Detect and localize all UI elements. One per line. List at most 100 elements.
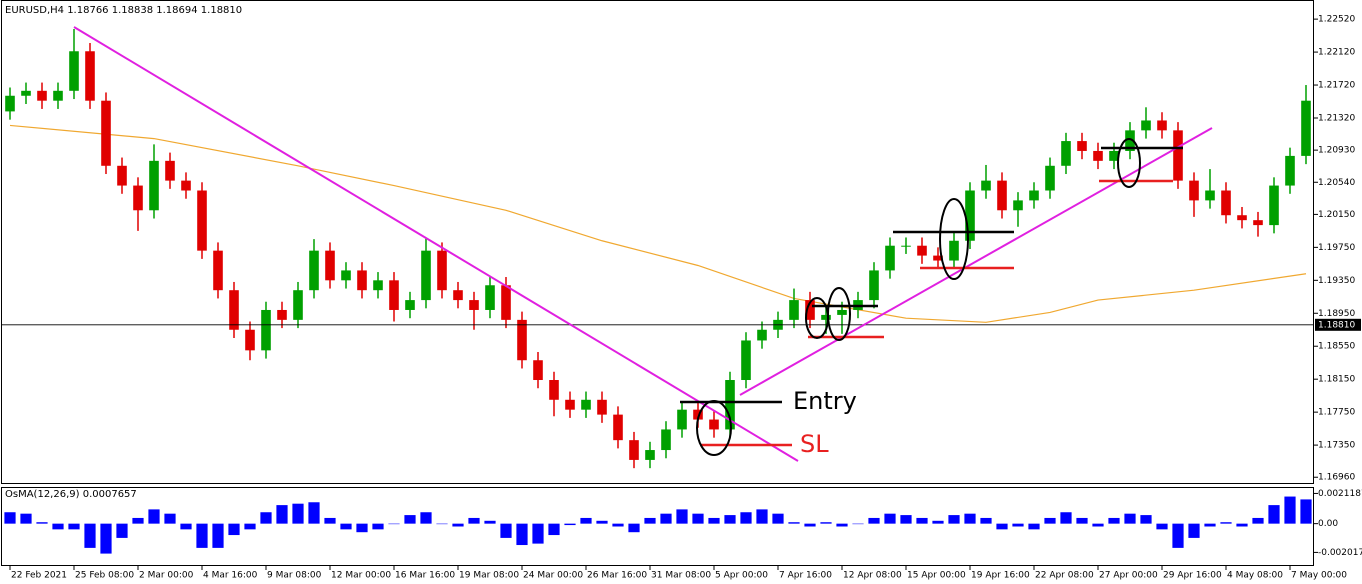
candle-body: [517, 319, 527, 361]
oscillator-bar: [1252, 517, 1264, 524]
oscillator-bar: [692, 513, 704, 524]
y-tick-label: 1.18150: [1318, 375, 1355, 385]
oscillator-bar: [164, 513, 176, 524]
x-tick-label: 24 Mar 00:00: [523, 571, 583, 581]
y-tick-label: 1.20930: [1318, 146, 1355, 156]
oscillator-bar: [676, 509, 688, 524]
candle-body: [901, 245, 911, 247]
candle-body: [165, 160, 175, 181]
candle-body: [373, 280, 383, 291]
y-tick-label: 1.19750: [1318, 243, 1355, 253]
candle-body: [229, 290, 239, 330]
oscillator-bar: [100, 523, 112, 554]
current-price-box: [1315, 318, 1361, 331]
y-tick-label: 1.22520: [1318, 15, 1355, 25]
highlight-ellipse: [939, 198, 969, 280]
oscillator-bar: [68, 523, 80, 530]
oscillator-bar: [84, 523, 96, 548]
x-tick-label: 16 Mar 16:00: [395, 571, 455, 581]
y-tick-label: 1.17350: [1318, 441, 1355, 451]
oscillator-bar: [52, 523, 64, 530]
candle-body: [309, 250, 319, 291]
candle-body: [53, 90, 63, 101]
candle-body: [1205, 190, 1215, 201]
oscillator-bar: [804, 523, 816, 527]
downtrend-line: [73, 26, 799, 462]
x-tick-label: 12 Mar 00:00: [331, 571, 391, 581]
oscillator-bar: [180, 523, 192, 530]
oscillator-bar: [484, 520, 496, 524]
candle-body: [5, 95, 15, 112]
y-tick-label: 0.00: [1318, 519, 1338, 529]
candle-body: [293, 290, 303, 320]
candle-body: [837, 309, 847, 315]
oscillator-bar: [996, 523, 1008, 530]
candle-body: [997, 180, 1007, 211]
candle-body: [245, 329, 255, 351]
candle-body: [677, 409, 687, 430]
candle-body: [645, 450, 655, 460]
oscillator-bar: [724, 515, 736, 524]
oscillator-bar: [20, 513, 32, 524]
y-tick-label: 1.18550: [1318, 342, 1355, 352]
oscillator-bar: [452, 523, 464, 527]
oscillator-bar: [628, 523, 640, 533]
candle-body: [1157, 120, 1167, 131]
oscillator-bar: [356, 523, 368, 533]
candle-body: [981, 180, 991, 191]
candle-body: [549, 380, 559, 400]
candle-body: [1237, 215, 1247, 221]
candle-body: [1045, 165, 1055, 191]
candle-body: [21, 90, 31, 96]
candle-body: [149, 160, 159, 211]
candle-body: [1221, 190, 1231, 216]
oscillator-bar: [580, 517, 592, 524]
oscillator-bar: [532, 523, 544, 544]
oscillator-bar: [308, 502, 320, 524]
oscillator-bar: [1108, 517, 1120, 524]
x-tick-label: 4 Mar 16:00: [203, 571, 258, 581]
x-tick-label: 29 Apr 16:00: [1163, 571, 1222, 581]
candle-body: [933, 255, 943, 261]
x-tick-label: 15 Apr 00:00: [907, 571, 966, 581]
candle-body: [965, 190, 975, 241]
oscillator-bar: [1044, 517, 1056, 524]
y-tick-label: 1.20540: [1318, 178, 1355, 188]
candle-body: [1109, 150, 1119, 161]
candle-body: [325, 250, 335, 281]
candle-body: [1189, 180, 1199, 201]
oscillator-bar: [1012, 523, 1024, 527]
oscillator-bar: [900, 515, 912, 524]
candle-body: [821, 314, 831, 320]
oscillator-bar: [1220, 522, 1232, 524]
candle-body: [533, 360, 543, 381]
highlight-ellipse: [696, 400, 732, 456]
oscillator-bar: [1156, 523, 1168, 530]
oscillator-bar: [1060, 512, 1072, 524]
candle-body: [885, 245, 895, 271]
candle-body: [869, 270, 879, 301]
oscillator-bar: [260, 512, 272, 524]
y-tick-label: 1.18950: [1318, 309, 1355, 319]
candle-body: [565, 399, 575, 410]
candle-body: [85, 51, 95, 101]
moving-average: [9, 124, 1307, 323]
oscillator-bar: [132, 517, 144, 524]
oscillator-bar: [948, 515, 960, 524]
oscillator-bar: [708, 517, 720, 524]
oscillator-bar: [612, 523, 624, 527]
oscillator-bar: [836, 523, 848, 527]
oscillator-bar: [1092, 523, 1104, 527]
candle-body: [581, 399, 591, 410]
oscillator-bar: [516, 523, 528, 546]
y-tick-label: 1.17750: [1318, 408, 1355, 418]
oscillator-bar: [756, 509, 768, 524]
candle-body: [949, 240, 959, 261]
oscillator-bar: [644, 517, 656, 524]
candle-body: [917, 245, 927, 256]
candle-body: [1093, 150, 1103, 161]
oscillator-bar: [820, 522, 832, 524]
x-tick-label: 4 May 08:00: [1227, 571, 1283, 581]
candle-body: [709, 419, 719, 430]
x-tick-label: 31 Mar 08:00: [651, 571, 711, 581]
